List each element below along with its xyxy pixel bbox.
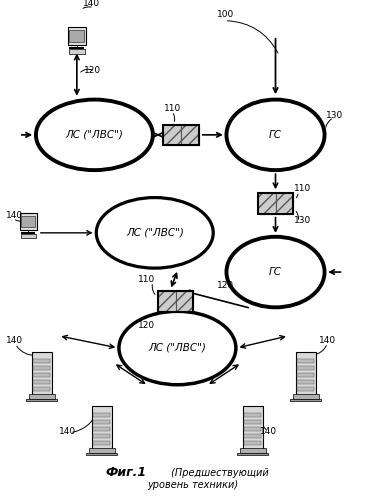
- Text: ЛС ("ЛВС"): ЛС ("ЛВС"): [126, 228, 184, 238]
- Bar: [89, 448, 115, 454]
- Text: 120: 120: [84, 66, 102, 74]
- Bar: [67, 26, 86, 46]
- Bar: [244, 420, 261, 424]
- Text: (Предшествующий: (Предшествующий: [168, 468, 269, 478]
- Bar: [28, 394, 55, 400]
- Ellipse shape: [226, 100, 325, 170]
- Bar: [21, 216, 35, 227]
- Ellipse shape: [96, 198, 213, 268]
- Bar: [69, 49, 85, 54]
- Text: ЛС ("ЛВС"): ЛС ("ЛВС"): [149, 343, 206, 353]
- Text: уровень техники): уровень техники): [147, 480, 238, 490]
- Bar: [33, 373, 50, 377]
- Bar: [94, 420, 110, 424]
- Text: Фиг.1: Фиг.1: [106, 466, 147, 479]
- Bar: [20, 212, 37, 230]
- Text: 140: 140: [6, 211, 23, 220]
- Text: 140: 140: [260, 427, 278, 436]
- Text: 110: 110: [138, 275, 155, 284]
- Bar: [296, 352, 316, 395]
- Text: 140: 140: [59, 427, 76, 436]
- Ellipse shape: [119, 311, 236, 385]
- Bar: [94, 412, 110, 417]
- Bar: [243, 406, 263, 449]
- Bar: [176, 291, 193, 312]
- Text: 100: 100: [217, 10, 234, 19]
- Text: 110: 110: [295, 184, 311, 193]
- Bar: [258, 193, 276, 214]
- Text: 130: 130: [295, 216, 311, 225]
- Bar: [293, 394, 319, 400]
- Bar: [290, 399, 321, 402]
- Bar: [297, 359, 314, 363]
- Bar: [157, 291, 193, 312]
- Text: 110: 110: [164, 104, 181, 114]
- Bar: [94, 441, 110, 445]
- Text: 140: 140: [319, 336, 336, 345]
- Bar: [181, 124, 199, 145]
- Bar: [258, 193, 293, 214]
- Bar: [276, 193, 293, 214]
- Bar: [33, 366, 50, 370]
- Bar: [297, 366, 314, 370]
- Text: 120: 120: [217, 280, 234, 289]
- Text: 140: 140: [6, 336, 23, 345]
- Bar: [240, 448, 266, 454]
- Text: ГС: ГС: [269, 267, 282, 277]
- Bar: [26, 399, 57, 402]
- Bar: [69, 30, 84, 42]
- Bar: [163, 124, 181, 145]
- Text: ГС: ГС: [269, 130, 282, 140]
- Ellipse shape: [226, 237, 325, 308]
- Bar: [94, 427, 110, 431]
- Bar: [244, 412, 261, 417]
- Text: ЛС ("ЛВС"): ЛС ("ЛВС"): [65, 130, 123, 140]
- Bar: [86, 453, 117, 455]
- Bar: [33, 380, 50, 384]
- Text: 140: 140: [82, 0, 100, 8]
- Text: 120: 120: [138, 322, 155, 330]
- Bar: [21, 234, 36, 238]
- Bar: [94, 434, 110, 438]
- Bar: [237, 453, 268, 455]
- Bar: [157, 291, 176, 312]
- Bar: [33, 359, 50, 363]
- Bar: [163, 124, 199, 145]
- Bar: [33, 387, 50, 391]
- Bar: [297, 373, 314, 377]
- Bar: [244, 434, 261, 438]
- Bar: [297, 380, 314, 384]
- Bar: [32, 352, 52, 395]
- Bar: [244, 427, 261, 431]
- Ellipse shape: [36, 100, 153, 170]
- Text: 130: 130: [326, 110, 344, 120]
- Bar: [244, 441, 261, 445]
- Bar: [92, 406, 112, 449]
- Bar: [297, 387, 314, 391]
